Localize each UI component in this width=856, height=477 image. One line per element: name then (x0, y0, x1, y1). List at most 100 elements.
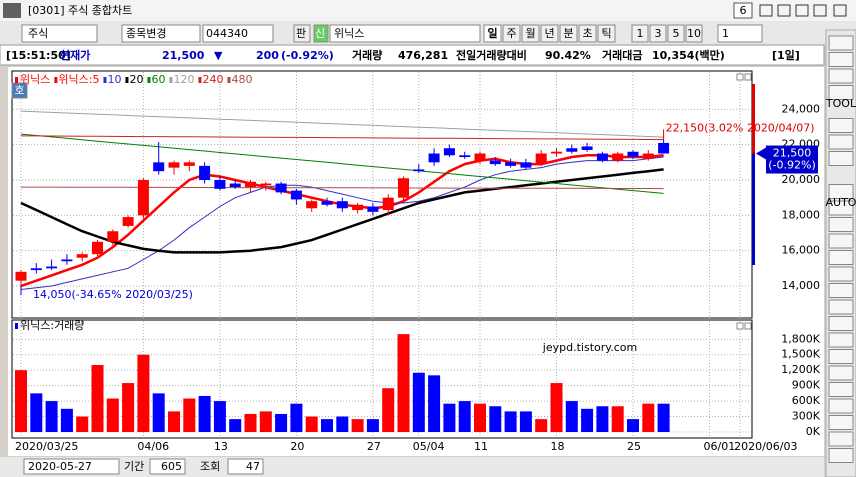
volume-bar (198, 395, 211, 432)
pane-button[interactable] (744, 73, 752, 81)
y-tick-label: 1,500K (781, 348, 820, 361)
y-tick-label: 24,000 (782, 102, 821, 115)
tool-button[interactable] (828, 448, 854, 463)
period-button[interactable] (559, 24, 578, 43)
period-input[interactable] (149, 458, 186, 475)
legend-swatch (169, 77, 173, 83)
candle-body (199, 165, 211, 181)
tool-button[interactable] (828, 332, 854, 348)
interval-value: 1 (722, 27, 729, 40)
period-button[interactable] (597, 24, 616, 43)
x-tick-label: 04/06 (137, 440, 169, 453)
legend-entry: 위닉스:5 (58, 73, 99, 86)
close[interactable] (833, 4, 847, 17)
tool-button[interactable] (828, 431, 854, 447)
tool-button[interactable] (828, 184, 854, 199)
tool-button[interactable] (828, 151, 854, 166)
interval-button[interactable] (649, 24, 667, 43)
info-volume: 476,281 (398, 49, 448, 62)
tool-button[interactable] (828, 266, 854, 282)
tool-button[interactable] (828, 316, 854, 331)
stock-name: 위닉스 (334, 27, 364, 40)
candle-body (122, 217, 134, 226)
period-button[interactable] (483, 24, 502, 43)
period-button[interactable] (502, 24, 521, 43)
interval-button[interactable] (685, 24, 703, 43)
period-button[interactable] (578, 24, 597, 43)
date-input[interactable] (23, 458, 120, 475)
tool-button[interactable] (828, 68, 854, 84)
page-badge-box[interactable] (733, 2, 753, 19)
query-input[interactable] (227, 458, 264, 475)
code-input[interactable] (202, 24, 274, 43)
period-button[interactable] (540, 24, 559, 43)
candle-body (107, 231, 119, 242)
tool-button[interactable] (828, 250, 854, 265)
tool-button[interactable] (828, 349, 854, 364)
moving-average (21, 186, 664, 190)
tool-button[interactable] (828, 217, 854, 232)
tool-button[interactable] (828, 35, 854, 51)
tool-button[interactable] (828, 398, 854, 414)
tool-button[interactable] (828, 365, 854, 381)
interval-select[interactable] (717, 24, 763, 43)
volume-bar (305, 416, 318, 432)
tool-button[interactable] (828, 118, 854, 133)
pane-button[interactable] (736, 73, 744, 81)
period-label: 기간 (124, 460, 144, 473)
price-tag-change: (-0.92%) (768, 159, 816, 172)
value-strip (752, 84, 755, 154)
control[interactable] (813, 4, 827, 17)
candle-body (551, 151, 562, 154)
control[interactable] (795, 4, 809, 17)
info-time: [15:51:50] (6, 49, 71, 62)
volume-bar (489, 406, 502, 432)
interval-button[interactable] (667, 24, 685, 43)
tool-button[interactable] (828, 382, 854, 397)
pane-button[interactable] (744, 322, 752, 330)
tool-button[interactable] (828, 85, 854, 100)
candle-body (658, 142, 670, 154)
tool-button[interactable] (828, 299, 854, 315)
market-select[interactable] (21, 24, 98, 43)
volume-bar (366, 419, 379, 432)
volume-bar (275, 413, 288, 432)
control[interactable] (777, 4, 791, 17)
y-tick-label: 900K (792, 379, 821, 392)
tool-button[interactable] (828, 233, 854, 249)
candle-body (612, 153, 624, 161)
pan-button[interactable] (293, 24, 311, 43)
candle-body (566, 148, 578, 152)
interval-button[interactable] (631, 24, 649, 43)
volume-bar (30, 393, 43, 432)
control[interactable] (759, 4, 773, 17)
candle-body (535, 153, 547, 165)
volume-bar (627, 419, 639, 432)
price-tag (766, 145, 818, 174)
volume-bar (596, 406, 609, 432)
tool-button[interactable] (828, 200, 854, 216)
period-button[interactable] (521, 24, 540, 43)
tool-button[interactable] (828, 52, 854, 67)
side-tool: AUTO (826, 196, 856, 209)
side-tool: TOOL (825, 97, 856, 110)
watermark: jeypd.tistory.com (542, 341, 637, 354)
pane-button[interactable] (736, 322, 744, 330)
candle-body (15, 271, 27, 281)
volume-bar (443, 403, 456, 432)
sin-button[interactable] (313, 24, 329, 43)
change-button[interactable] (121, 24, 201, 43)
volume-pane (11, 319, 753, 439)
legend-entry: 10 (107, 73, 121, 86)
info-change-pct: (-0.92%) (281, 49, 334, 62)
volume-bar (458, 401, 471, 432)
tool-button[interactable] (828, 415, 854, 430)
tool-button[interactable] (828, 134, 854, 150)
page-badge: 6 (740, 4, 747, 17)
tool-button[interactable] (828, 283, 854, 298)
y-tick-label: 14,000 (782, 279, 821, 292)
legend-swatch (147, 77, 151, 83)
candle-body (352, 204, 364, 211)
y-tick-label: 20,000 (782, 173, 821, 186)
x-tick-label: 20 (290, 440, 304, 453)
